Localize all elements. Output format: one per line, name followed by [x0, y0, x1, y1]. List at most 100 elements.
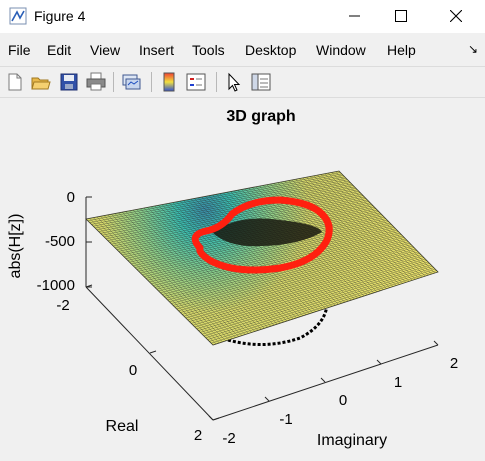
mesh-line: [226, 192, 339, 305]
title-bar: Figure 4: [0, 0, 485, 33]
imag-tick-label: 2: [450, 355, 458, 372]
mesh-line: [176, 242, 410, 310]
dock-arrow-icon[interactable]: ↘: [467, 42, 478, 56]
menu-view[interactable]: View: [90, 42, 121, 58]
z-tick-label: 0: [67, 189, 75, 206]
mesh-line: [252, 187, 362, 298]
toolbar-separator: [113, 72, 114, 92]
mesh-line: [153, 224, 392, 286]
mesh-line: [178, 244, 412, 312]
z-tick-label: -500: [45, 233, 75, 250]
mesh-line: [209, 268, 436, 342]
mesh-surface: [85, 170, 439, 346]
mesh-line: [211, 270, 437, 344]
property-inspector-icon[interactable]: [250, 71, 272, 93]
mesh-line: [182, 247, 415, 315]
mesh-line: [255, 186, 365, 297]
surface-plot[interactable]: 3D graph 0 -500 -1000 -2 0 2: [0, 100, 485, 456]
mesh-line: [154, 225, 393, 288]
mesh-line: [234, 190, 345, 303]
mesh-line: [196, 258, 426, 330]
print-icon[interactable]: [85, 71, 107, 93]
tick-marks: [85, 196, 439, 421]
mesh-line: [230, 191, 342, 304]
open-file-icon[interactable]: [30, 71, 52, 93]
menu-window[interactable]: Window: [316, 42, 366, 58]
mesh-line: [259, 185, 368, 296]
insert-legend-icon[interactable]: [185, 71, 207, 93]
real-tick-label: -2: [56, 297, 69, 314]
real-tick-label: 2: [194, 427, 202, 444]
insert-colorbar-icon[interactable]: [158, 71, 180, 93]
mesh-line: [192, 255, 423, 326]
unit-circle-line: [191, 196, 333, 274]
mesh-line: [207, 267, 434, 340]
mesh-line: [194, 257, 424, 328]
minimize-button[interactable]: [332, 0, 378, 33]
menu-desktop[interactable]: Desktop: [245, 42, 297, 58]
maximize-icon: [395, 10, 407, 22]
link-plot-icon[interactable]: [120, 71, 142, 93]
mesh-line: [171, 238, 406, 304]
mesh-line: [324, 173, 426, 277]
menu-edit[interactable]: Edit: [47, 42, 72, 58]
save-icon[interactable]: [58, 71, 80, 93]
mesh-line: [244, 188, 355, 300]
mesh-line: [198, 260, 427, 331]
mesh-line: [288, 180, 394, 287]
mesh-line: [200, 261, 429, 333]
mesh-line: [237, 190, 349, 302]
imag-tick-label: -1: [279, 411, 292, 428]
mesh-line: [327, 172, 429, 276]
mesh-line: [160, 229, 398, 294]
toolbar-separator: [216, 72, 217, 92]
new-figure-icon[interactable]: [4, 71, 26, 93]
mesh-line: [149, 221, 389, 283]
imag-tick-label: 0: [339, 392, 347, 409]
real-axis-label: Real: [106, 418, 139, 435]
mesh-line: [295, 179, 400, 285]
imaginary-axis-line: [212, 344, 439, 421]
mesh-line: [205, 266, 433, 339]
mesh-line: [317, 174, 419, 279]
minimize-icon: [349, 15, 360, 17]
mesh-line: [151, 222, 390, 285]
window-title: Figure 4: [34, 8, 86, 24]
edit-plot-icon[interactable]: [223, 71, 245, 93]
mesh-line: [158, 228, 396, 292]
mesh-line: [291, 179, 397, 286]
mesh-line: [191, 254, 422, 324]
mesh-line: [185, 250, 417, 319]
z-axis-label: abs(H[z]): [7, 214, 24, 279]
mesh-line: [335, 171, 435, 274]
pole-region: [212, 218, 322, 247]
close-button[interactable]: [433, 0, 479, 33]
mesh-line: [156, 227, 395, 290]
imag-tick-label: 1: [394, 374, 402, 391]
mesh-line: [187, 251, 419, 321]
mesh-line: [309, 176, 413, 281]
real-tick-label: 0: [129, 362, 137, 379]
toolbar-separator: [151, 72, 152, 92]
real-axis-line: [85, 286, 214, 421]
mesh-line: [202, 263, 430, 335]
mesh-line: [183, 248, 416, 317]
close-icon: [450, 10, 462, 22]
mesh-line: [313, 175, 416, 280]
mesh-line: [306, 177, 410, 282]
mesh-line: [162, 231, 399, 295]
menu-insert[interactable]: Insert: [139, 42, 175, 58]
mesh-line: [173, 240, 407, 306]
menu-help[interactable]: Help: [387, 42, 416, 58]
mesh-line: [302, 177, 407, 283]
maximize-button[interactable]: [378, 0, 424, 33]
menu-tools[interactable]: Tools: [192, 42, 225, 58]
projected-circle-dashed: [227, 304, 329, 347]
imag-tick-label: -2: [222, 430, 235, 447]
menu-bar: File Edit View Insert Tools Desktop Wind…: [0, 38, 485, 62]
plot-area: 3D graph 0 -500 -1000 -2 0 2: [0, 100, 485, 456]
matlab-figure-icon: [9, 7, 27, 25]
figure-toolbar: [0, 66, 485, 98]
mesh-line: [284, 181, 390, 288]
menu-file[interactable]: File: [8, 42, 31, 58]
